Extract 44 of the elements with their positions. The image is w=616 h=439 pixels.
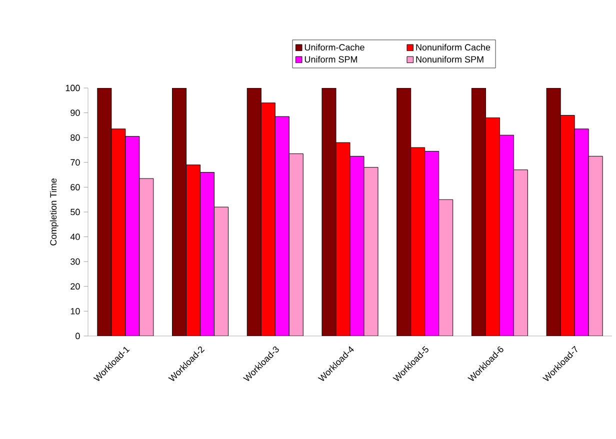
- bar: [410, 147, 426, 336]
- y-tick-label: 70: [70, 159, 80, 166]
- y-tick-label: 0: [76, 332, 80, 340]
- y-axis-title: Completion Time: [50, 178, 58, 246]
- bar: [288, 153, 304, 336]
- bar: [214, 206, 229, 336]
- bar: [97, 88, 112, 336]
- bar: [574, 128, 589, 336]
- legend-label: Uniform SPM: [304, 56, 357, 63]
- bar: [172, 88, 187, 336]
- bar: [139, 178, 154, 336]
- bar: [336, 142, 350, 336]
- y-tick-label: 20: [70, 283, 80, 290]
- legend-label: Nonuniform Cache: [416, 44, 490, 51]
- bar: [438, 199, 454, 336]
- y-tick-label: 10: [70, 308, 80, 314]
- bar: [364, 167, 378, 336]
- legend-label: Nonuniform SPM: [416, 56, 484, 63]
- bar: [485, 118, 500, 336]
- bar: [546, 88, 561, 336]
- bar: [471, 88, 486, 336]
- y-tick-label: 30: [70, 258, 80, 265]
- bar: [260, 102, 276, 336]
- y-tick-label: 60: [70, 184, 80, 190]
- bar: [350, 156, 364, 336]
- y-tick-label: 50: [70, 208, 80, 216]
- bar: [499, 134, 514, 336]
- bar: [200, 172, 215, 336]
- legend-label: Uniform-Cache: [304, 44, 364, 51]
- bar: [111, 128, 126, 336]
- bar: [588, 156, 603, 336]
- bar: [246, 88, 262, 336]
- bar: [186, 164, 201, 336]
- bar: [274, 116, 290, 336]
- bar: [322, 88, 336, 336]
- bar: [560, 115, 575, 336]
- y-tick-label: 80: [70, 134, 80, 141]
- bar: [396, 88, 412, 336]
- bar: [125, 136, 140, 336]
- y-tick-label: 90: [70, 110, 80, 116]
- bar: [513, 170, 528, 336]
- bar: [424, 150, 440, 336]
- y-tick-label: 100: [66, 84, 80, 92]
- y-tick-label: 40: [70, 234, 80, 240]
